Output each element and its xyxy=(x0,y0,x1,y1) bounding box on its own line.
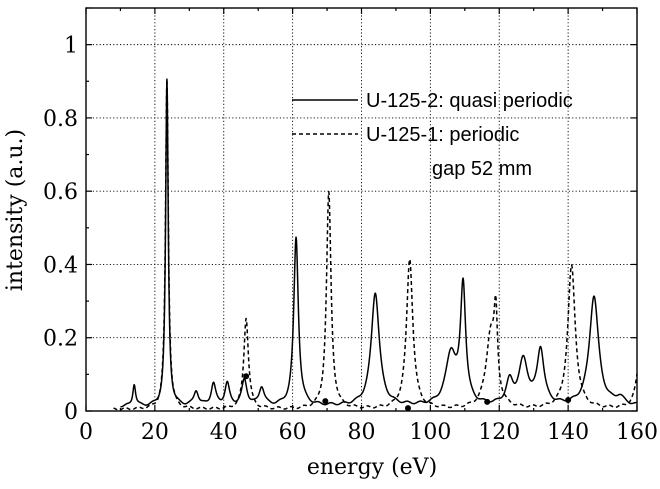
series-quasi-periodic-line xyxy=(120,78,638,408)
x-tick-label: 20 xyxy=(141,420,169,445)
marker-layer xyxy=(243,373,572,412)
data-point-marker xyxy=(404,405,411,412)
legend-label-dashed: U-125-1: periodic xyxy=(366,124,519,146)
legend-label-solid: U-125-2: quasi periodic xyxy=(366,90,573,112)
data-point-marker xyxy=(565,397,572,404)
x-tick-label: 0 xyxy=(79,420,93,445)
x-tick-label: 100 xyxy=(409,420,451,445)
legend-label-gap: gap 52 mm xyxy=(432,158,532,180)
y-tick-label: 0.4 xyxy=(43,253,78,278)
x-tick-label: 40 xyxy=(210,420,238,445)
data-point-marker xyxy=(484,398,491,405)
series-layer xyxy=(113,78,638,411)
x-tick-label: 60 xyxy=(279,420,307,445)
legend: U-125-2: quasi periodic U-125-1: periodi… xyxy=(292,90,573,180)
grid xyxy=(86,8,637,411)
x-tick-label: 160 xyxy=(616,420,658,445)
x-tick-label: 120 xyxy=(478,420,520,445)
data-point-marker xyxy=(322,398,329,405)
y-axis-title: intensity (a.u.) xyxy=(3,129,28,291)
x-tick-label: 80 xyxy=(348,420,376,445)
y-tick-label: 0.8 xyxy=(43,107,78,132)
y-tick-label: 1 xyxy=(64,34,78,59)
x-tick-label: 140 xyxy=(547,420,589,445)
y-tick-label: 0.6 xyxy=(43,180,78,205)
y-tick-label: 0 xyxy=(64,400,78,425)
y-tick-label: 0.2 xyxy=(43,327,78,352)
ticks xyxy=(85,7,638,412)
data-point-marker xyxy=(243,373,250,380)
tick-labels: 0 20 40 60 80 100 120 140 160 0 0.2 0.4 0.6 0.8 1 xyxy=(43,34,658,445)
series-periodic-line xyxy=(113,78,638,411)
x-axis-title: energy (eV) xyxy=(307,455,437,480)
